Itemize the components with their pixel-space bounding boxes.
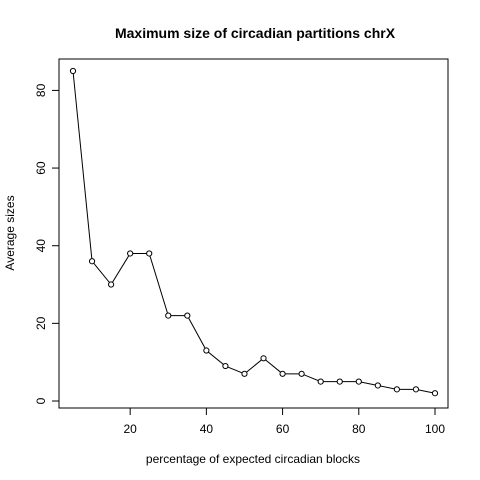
data-point xyxy=(184,312,191,319)
y-axis: 0 20 40 60 80 xyxy=(34,83,59,404)
data-point xyxy=(412,386,420,393)
data-point xyxy=(317,378,324,385)
chart-title: Maximum size of circadian partitions chr… xyxy=(115,25,396,41)
data-point xyxy=(203,347,210,354)
data-point xyxy=(88,258,96,265)
data-point xyxy=(298,370,305,377)
y-tick-label: 20 xyxy=(34,316,48,330)
data-point xyxy=(393,386,400,393)
x-tick-label: 80 xyxy=(352,422,366,436)
x-axis: 20 40 60 80 100 xyxy=(123,408,445,436)
x-tick-label: 40 xyxy=(200,422,214,436)
data-point xyxy=(146,250,153,257)
data-point xyxy=(355,378,362,385)
y-tick-label: 80 xyxy=(34,83,48,97)
series-line xyxy=(72,70,436,394)
data-point xyxy=(374,382,381,389)
x-axis-label: percentage of expected circadian blocks xyxy=(146,452,360,466)
x-tick-label: 60 xyxy=(276,422,290,436)
data-point xyxy=(108,281,115,288)
data-point xyxy=(279,370,286,377)
y-tick-label: 0 xyxy=(34,397,48,404)
y-tick-label: 40 xyxy=(34,239,48,253)
x-tick-label: 100 xyxy=(425,422,445,436)
data-point xyxy=(241,370,248,377)
data-points xyxy=(69,67,439,397)
y-axis-label: Average sizes xyxy=(3,195,17,270)
data-point xyxy=(165,312,172,319)
data-point xyxy=(336,378,343,385)
data-point xyxy=(69,67,77,75)
data-point xyxy=(127,250,134,257)
data-point xyxy=(222,362,229,370)
data-point xyxy=(260,355,267,362)
plot-frame xyxy=(58,58,449,409)
y-tick-label: 60 xyxy=(34,161,48,175)
data-point xyxy=(431,390,439,397)
x-tick-label: 20 xyxy=(123,422,137,436)
